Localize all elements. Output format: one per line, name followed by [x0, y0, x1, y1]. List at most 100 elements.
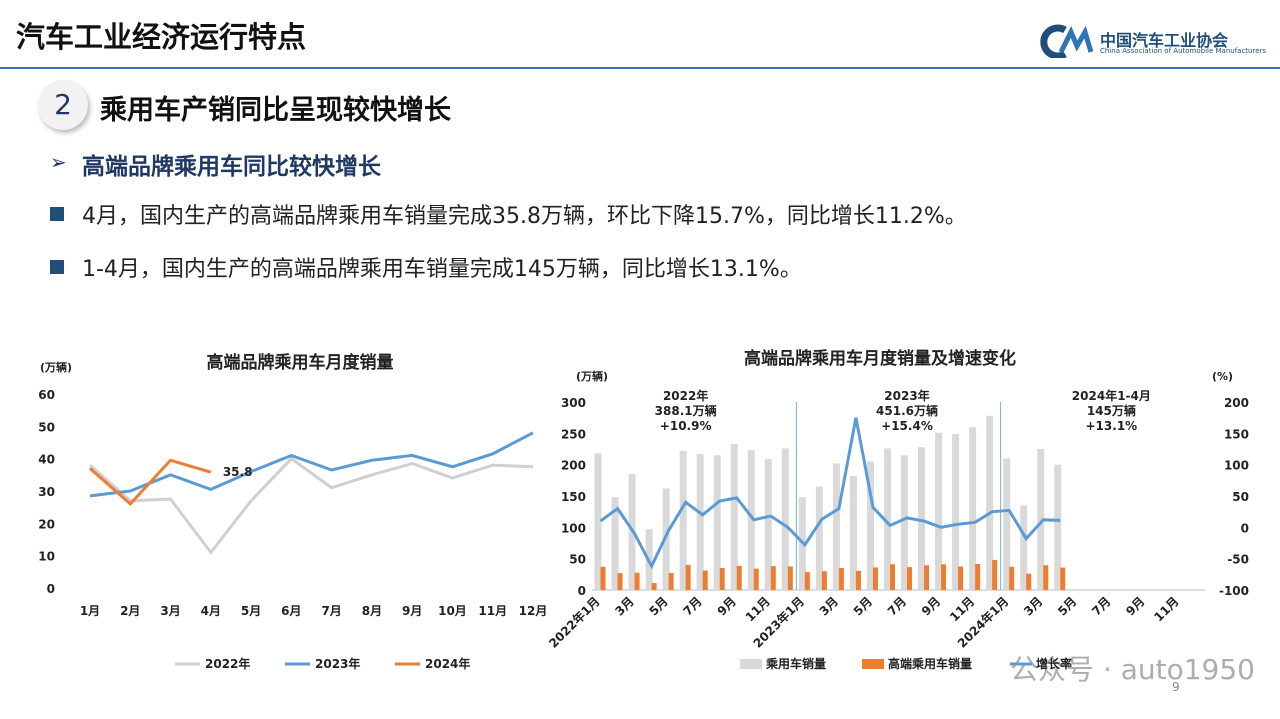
bullet-square [50, 207, 64, 221]
bar [849, 475, 857, 590]
x-tick-label: 11月 [947, 594, 977, 624]
y-tick-label: 50 [569, 553, 586, 567]
x-tick-label: 6月 [281, 604, 301, 618]
x-tick-label: 10月 [438, 604, 467, 618]
bar [872, 567, 878, 590]
x-tick-label: 9月 [919, 594, 943, 618]
y-tick-label: 0 [578, 584, 586, 598]
y2-tick-label: 150 [1224, 427, 1249, 441]
y-tick-label: 30 [38, 485, 55, 499]
data-label: 35.8 [223, 465, 253, 479]
watermark: 公众号 · auto1950 [1010, 653, 1255, 686]
bar [804, 572, 810, 590]
annotation: +10.9% [660, 419, 712, 433]
x-tick-label: 9月 [715, 594, 739, 618]
y-tick-label: 60 [38, 388, 55, 402]
line-series [89, 431, 534, 498]
bar [907, 567, 913, 590]
bar [764, 459, 772, 590]
annotation: +15.4% [881, 419, 933, 433]
bar [924, 565, 930, 590]
bar [952, 433, 960, 590]
bar [838, 568, 844, 590]
legend-label: 高端乘用车销量 [888, 656, 972, 671]
bar [855, 570, 861, 590]
x-tick-label: 3月 [817, 594, 841, 618]
y-tick-label: 200 [561, 459, 586, 473]
bar [901, 455, 909, 590]
y-tick-label: 50 [38, 420, 55, 434]
org-name: 中国汽车工业协会 [1100, 31, 1229, 50]
bar [787, 566, 793, 590]
bar [781, 448, 789, 590]
bar [821, 571, 827, 590]
x-tick-label: 5月 [241, 604, 261, 618]
y-tick-label: 10 [38, 550, 55, 564]
y-tick-label: 0 [47, 582, 55, 596]
bar [719, 568, 725, 590]
bar [832, 463, 840, 590]
y-tick-label: 150 [561, 490, 586, 504]
bar [753, 568, 759, 590]
logo [1040, 24, 1094, 58]
bar [958, 566, 964, 590]
annotation: 145万辆 [1087, 403, 1136, 418]
annotation: 2024年1-4月 [1072, 388, 1151, 403]
bar [1020, 505, 1028, 590]
x-tick-label: 9月 [402, 604, 422, 618]
line-series [599, 417, 1061, 570]
arrow-bullet: ➢ [50, 150, 67, 174]
bar [634, 572, 640, 590]
bar [969, 427, 977, 590]
header-title: 汽车工业经济运行特点 [16, 20, 307, 54]
x-tick-label: 3月 [160, 604, 180, 618]
y2-tick-label: 50 [1232, 490, 1249, 504]
bar [1003, 458, 1011, 590]
bar [986, 415, 994, 590]
header-rule [0, 67, 1280, 69]
bar [594, 453, 602, 590]
x-tick-label: 2022年1月 [546, 594, 603, 651]
bar [815, 486, 823, 590]
x-tick-label: 11月 [1151, 594, 1181, 624]
legend-swatch [740, 659, 762, 669]
y2-tick-label: 0 [1241, 521, 1249, 535]
bar [662, 488, 670, 590]
x-tick-label: 1月 [80, 604, 100, 618]
y2-tick-label: 100 [1224, 459, 1249, 473]
bar [1060, 567, 1066, 590]
x-tick-label: 9月 [1123, 594, 1147, 618]
bullet-text: 1-4月，国内生产的高端品牌乘用车销量完成145万辆，同比增长13.1%。 [82, 257, 802, 282]
bar [770, 566, 776, 590]
annotation: 2022年 [663, 388, 708, 403]
bar [702, 570, 708, 590]
x-tick-label: 3月 [1021, 594, 1045, 618]
bar [866, 461, 874, 590]
x-tick-label: 5月 [646, 594, 670, 618]
y-tick-label: 100 [561, 521, 586, 535]
bar [713, 455, 721, 590]
bar [668, 573, 674, 590]
bar [696, 454, 704, 590]
y2-tick-label: -100 [1219, 584, 1249, 598]
line-series [89, 456, 534, 555]
bar [1054, 464, 1062, 590]
bar [679, 450, 687, 590]
section-number: 2 [38, 80, 88, 130]
section-title: 乘用车产销同比呈现较快增长 [100, 95, 451, 126]
legend-label: 2024年 [425, 656, 470, 671]
x-tick-label: 3月 [612, 594, 636, 618]
bar [941, 564, 947, 590]
y-tick-label: 300 [561, 396, 586, 410]
legend-swatch [862, 659, 884, 669]
org-english: China Association of Automobile Manufact… [1100, 47, 1267, 55]
legend-label: 2022年 [205, 656, 250, 671]
bar [600, 566, 606, 590]
bar [1043, 565, 1049, 590]
bar [918, 447, 926, 590]
x-tick-label: 5月 [1055, 594, 1079, 618]
x-tick-label: 7月 [681, 594, 705, 618]
legend-label: 乘用车销量 [765, 656, 826, 671]
x-tick-label: 4月 [201, 604, 221, 618]
bar [975, 563, 981, 590]
